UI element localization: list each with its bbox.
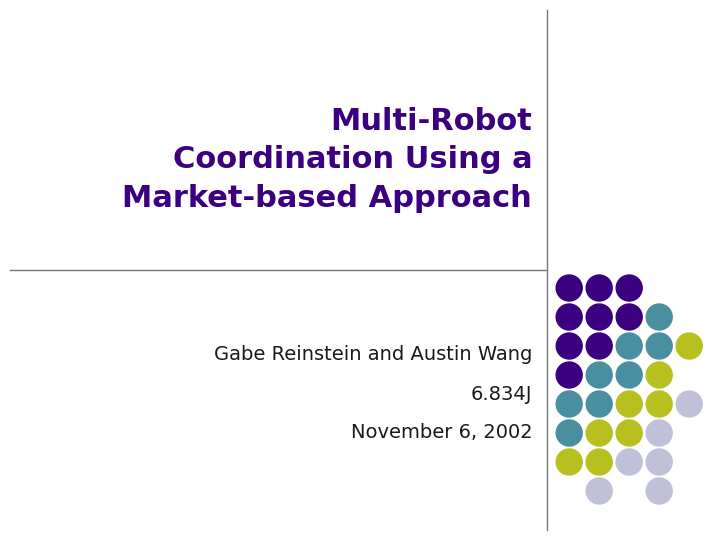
Circle shape <box>616 449 642 475</box>
Circle shape <box>586 304 612 330</box>
Circle shape <box>586 362 612 388</box>
Circle shape <box>647 449 672 475</box>
Circle shape <box>586 391 612 417</box>
Text: Gabe Reinstein and Austin Wang: Gabe Reinstein and Austin Wang <box>214 346 532 365</box>
Circle shape <box>557 449 582 475</box>
Circle shape <box>647 391 672 417</box>
Circle shape <box>647 362 672 388</box>
Circle shape <box>586 478 612 504</box>
Circle shape <box>676 333 702 359</box>
Circle shape <box>647 478 672 504</box>
Circle shape <box>616 333 642 359</box>
Circle shape <box>616 420 642 446</box>
Circle shape <box>647 333 672 359</box>
Circle shape <box>557 362 582 388</box>
Circle shape <box>557 275 582 301</box>
Circle shape <box>676 391 702 417</box>
Circle shape <box>616 275 642 301</box>
Circle shape <box>586 449 612 475</box>
Circle shape <box>647 420 672 446</box>
Circle shape <box>647 304 672 330</box>
Circle shape <box>616 362 642 388</box>
Circle shape <box>586 420 612 446</box>
Circle shape <box>616 391 642 417</box>
Circle shape <box>557 391 582 417</box>
Circle shape <box>586 275 612 301</box>
Text: 6.834J: 6.834J <box>471 386 532 404</box>
Circle shape <box>586 333 612 359</box>
Text: November 6, 2002: November 6, 2002 <box>351 422 532 442</box>
Circle shape <box>557 333 582 359</box>
Circle shape <box>557 420 582 446</box>
Text: Multi-Robot
Coordination Using a
Market-based Approach: Multi-Robot Coordination Using a Market-… <box>122 107 532 213</box>
Circle shape <box>616 304 642 330</box>
Circle shape <box>557 304 582 330</box>
